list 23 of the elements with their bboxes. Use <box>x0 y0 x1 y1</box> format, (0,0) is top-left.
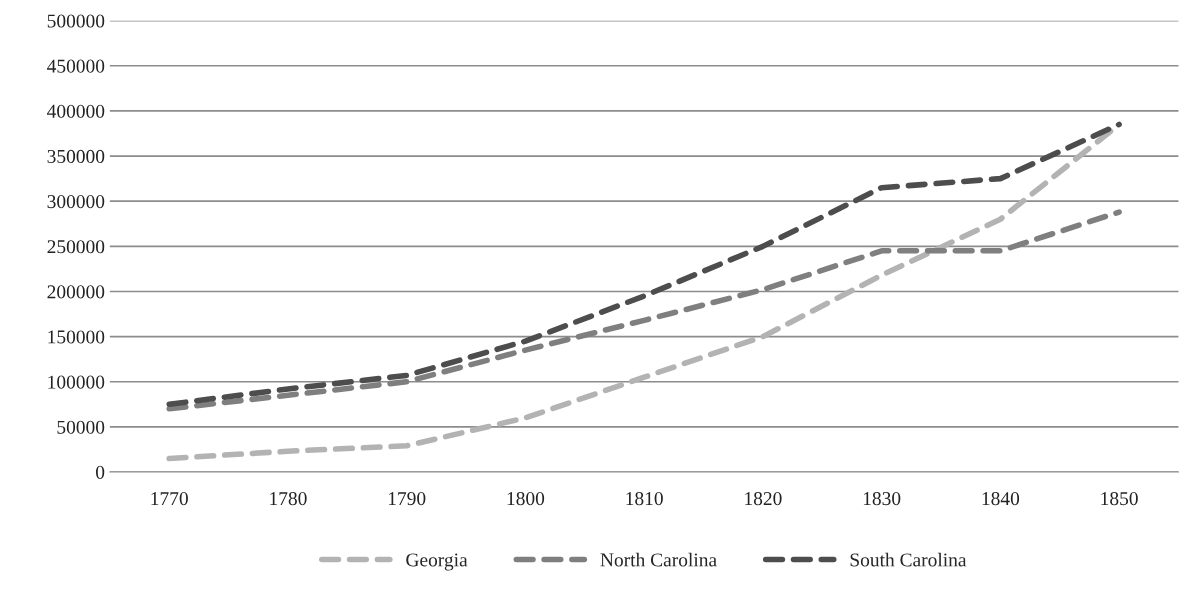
x-tick-label: 1790 <box>388 492 426 506</box>
legend-label: Georgia <box>406 553 468 571</box>
y-tick-label: 500000 <box>47 14 105 28</box>
y-tick-label: 0 <box>96 465 105 479</box>
x-tick-label: 1770 <box>151 492 188 506</box>
x-tick-label: 1820 <box>745 492 782 506</box>
y-tick-label: 400000 <box>47 104 105 118</box>
y-tick-label: 450000 <box>47 59 105 73</box>
legend-label: North Carolina <box>600 552 717 567</box>
x-tick-label: 1830 <box>863 492 901 506</box>
x-tick-label: 1810 <box>626 492 663 506</box>
y-tick-label: 200000 <box>47 285 105 299</box>
y-tick-label: 250000 <box>47 240 105 254</box>
y-tick-label: 150000 <box>48 330 105 344</box>
x-tick-label: 1800 <box>507 492 545 506</box>
y-tick-label: 100000 <box>48 375 105 389</box>
x-tick-label: 1780 <box>270 492 307 506</box>
legend-label: South Carolina <box>850 552 967 567</box>
x-tick-label: 1850 <box>1101 492 1138 506</box>
y-tick-label: 300000 <box>47 195 105 209</box>
x-tick-label: 1840 <box>982 492 1020 506</box>
y-tick-label: 50000 <box>57 420 105 434</box>
y-tick-label: 350000 <box>47 149 105 163</box>
